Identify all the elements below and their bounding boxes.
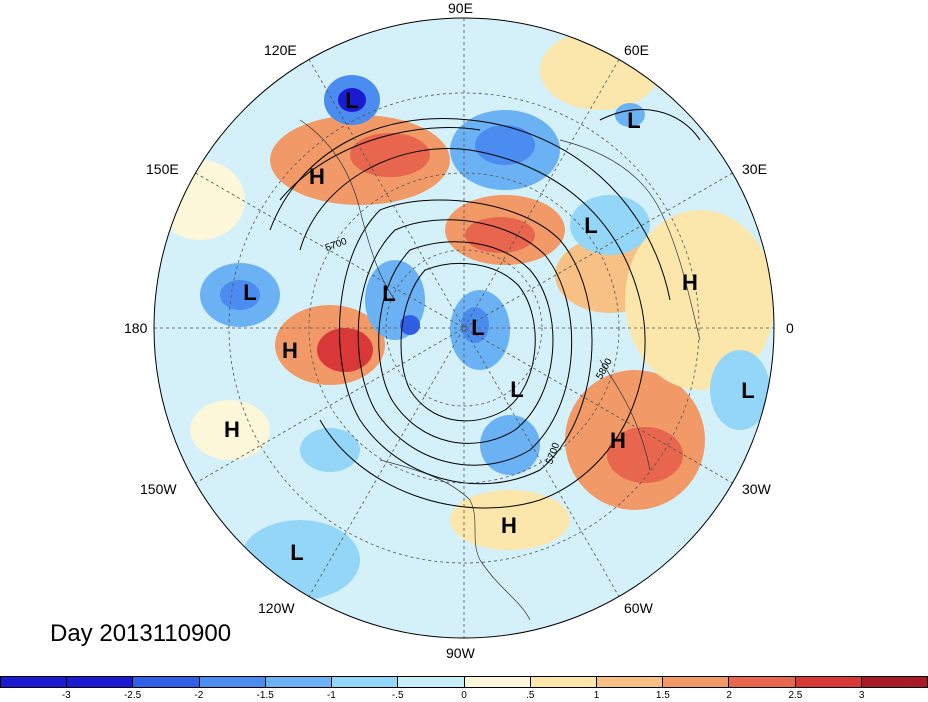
colorbar-swatch (663, 677, 730, 687)
polar-stereographic-map: 5700 5800 5700 (153, 17, 775, 639)
lon-label-60w: 60W (624, 600, 653, 616)
colorbar-swatch (67, 677, 134, 687)
lon-label-30w: 30W (742, 481, 771, 497)
coastlines (299, 119, 701, 621)
colorbar-swatch (199, 677, 266, 687)
lon-label-180: 180 (124, 320, 148, 336)
lon-label-0: 0 (786, 320, 794, 336)
colorbar-tick-label: 0 (461, 690, 467, 701)
high-center: H (309, 164, 325, 189)
colorbar-tick-label: 2.5 (788, 690, 803, 701)
colorbar-tick-label: -3 (61, 690, 71, 701)
colorbar-tick-label: -1.5 (256, 690, 274, 701)
negative-anomaly (480, 415, 540, 475)
day-title: Day 2013110900 (50, 620, 232, 647)
colorbar-swatch (530, 677, 597, 687)
low-center: L (741, 378, 755, 403)
high-center: H (682, 270, 698, 295)
colorbar-swatch (795, 677, 862, 687)
lon-label-90w: 90W (446, 645, 475, 661)
colorbar-tick-label: -2.5 (123, 690, 142, 701)
colorbar-tick-label: 1 (593, 690, 600, 701)
colorbar-tick-label: 1.5 (655, 690, 670, 701)
high-center: H (282, 338, 298, 363)
colorbar (0, 676, 928, 688)
low-center: L (627, 108, 641, 133)
colorbar-tick-label: -1 (326, 690, 336, 701)
negative-anomaly (570, 195, 650, 255)
lon-label-120w: 120W (258, 600, 295, 616)
high-center: H (224, 417, 240, 442)
low-center: L (584, 213, 598, 238)
colorbar-tick-label: 3 (858, 690, 865, 701)
low-center: L (471, 315, 485, 340)
colorbar-swatch (398, 677, 465, 687)
lon-label-30e: 30E (742, 161, 767, 177)
colorbar-tick-label: -2 (194, 690, 204, 701)
colorbar-tick-label: -.5 (391, 690, 404, 701)
low-center: L (382, 281, 396, 306)
colorbar-swatch (1, 677, 68, 687)
low-center: L (510, 377, 524, 402)
colorbar-swatch (861, 677, 928, 687)
height-contours (269, 109, 701, 509)
graticule (154, 18, 774, 638)
colorbar-swatch (332, 677, 399, 687)
lon-label-60e: 60E (624, 42, 649, 58)
colorbar-tick-label: 2 (726, 690, 732, 701)
lon-label-120e: 120E (264, 42, 297, 58)
lon-label-150e: 150E (146, 161, 179, 177)
colorbar-swatch (729, 677, 796, 687)
low-center: L (345, 88, 359, 113)
lon-label-90e: 90E (448, 0, 473, 16)
colorbar-swatch (133, 677, 200, 687)
colorbar-tick-label: .5 (526, 690, 535, 701)
colorbar-swatch (596, 677, 664, 687)
map-boundary (153, 17, 775, 639)
high-center: H (610, 428, 626, 453)
colorbar-swatch (265, 677, 333, 687)
low-center: L (243, 280, 257, 305)
colorbar-swatch (464, 677, 531, 687)
high-center: H (501, 513, 517, 538)
low-center: L (290, 540, 304, 565)
lon-label-150w: 150W (140, 481, 177, 497)
